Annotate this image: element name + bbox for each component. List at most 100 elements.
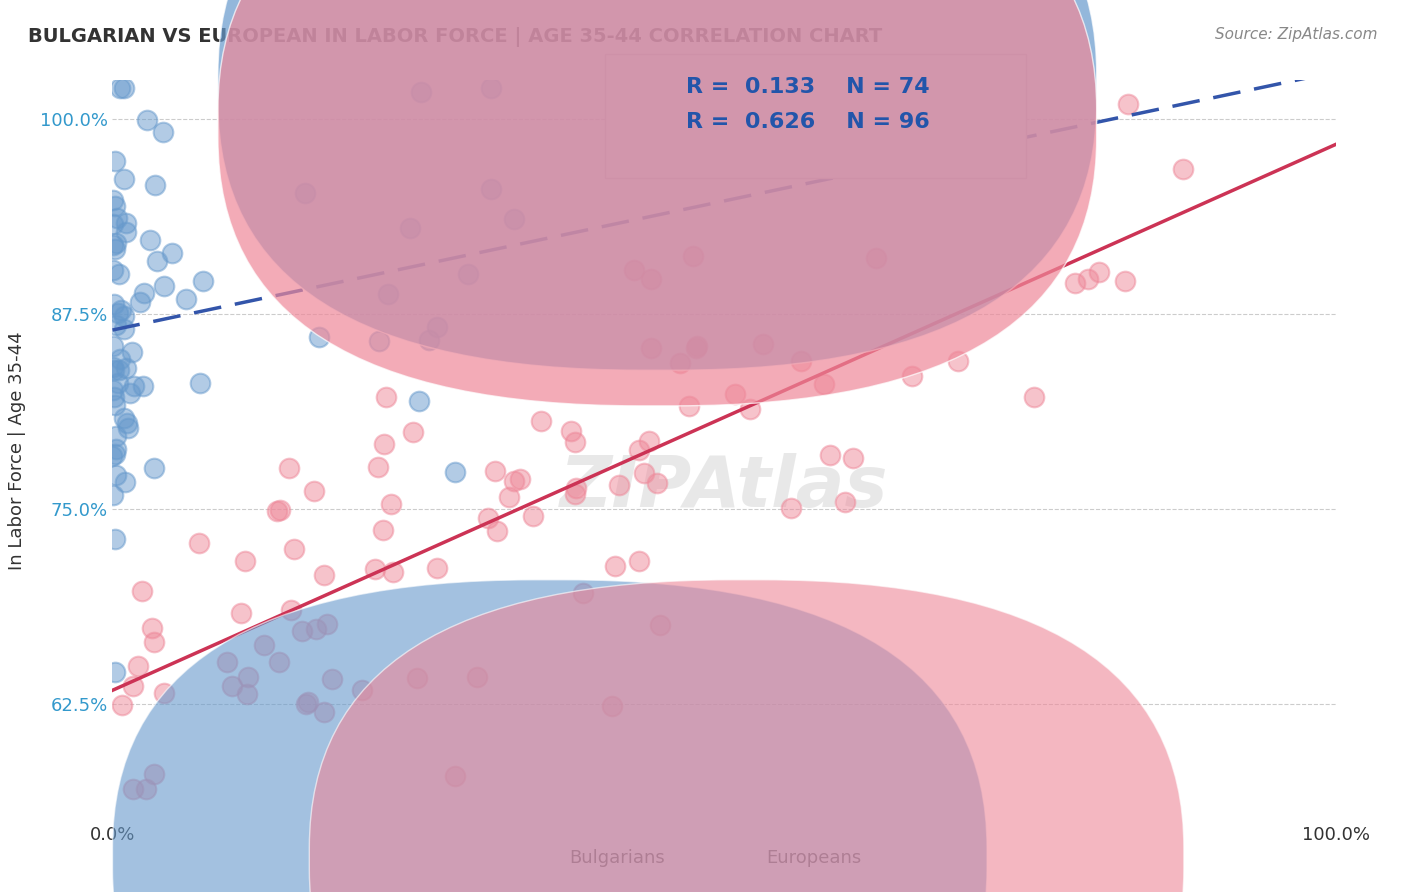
Point bbox=[103, 193, 125, 207]
Point bbox=[101, 217, 124, 231]
Point bbox=[564, 487, 586, 501]
Point bbox=[235, 554, 257, 568]
Point bbox=[648, 618, 671, 632]
Point bbox=[901, 369, 924, 384]
Point bbox=[522, 508, 544, 523]
Point bbox=[135, 113, 157, 128]
Point bbox=[236, 670, 259, 684]
Point bbox=[141, 621, 163, 635]
Point bbox=[160, 246, 183, 260]
Point bbox=[560, 425, 582, 439]
Point bbox=[108, 363, 131, 377]
Point bbox=[101, 339, 124, 353]
Point bbox=[1171, 162, 1194, 177]
Point bbox=[129, 294, 152, 309]
Point bbox=[457, 267, 479, 281]
Point bbox=[380, 497, 402, 511]
Point bbox=[105, 236, 128, 251]
Point bbox=[290, 624, 312, 638]
Point bbox=[103, 363, 125, 377]
Point bbox=[409, 85, 432, 99]
Point bbox=[1024, 390, 1046, 404]
Point bbox=[107, 376, 129, 391]
Point bbox=[115, 216, 138, 230]
Point bbox=[111, 698, 134, 712]
Point bbox=[312, 568, 335, 582]
Point bbox=[645, 475, 668, 490]
Point bbox=[283, 541, 305, 556]
Point bbox=[572, 586, 595, 600]
Text: Source: ZipAtlas.com: Source: ZipAtlas.com bbox=[1215, 27, 1378, 42]
Point bbox=[103, 297, 125, 311]
Point bbox=[426, 319, 449, 334]
Point bbox=[103, 390, 125, 404]
Point bbox=[115, 361, 138, 376]
Point bbox=[280, 603, 302, 617]
Point bbox=[738, 402, 761, 417]
Point bbox=[479, 182, 502, 196]
Point bbox=[367, 460, 389, 475]
Point bbox=[375, 390, 398, 404]
Point bbox=[269, 503, 291, 517]
Point bbox=[418, 333, 440, 347]
Point bbox=[713, 153, 735, 167]
Point bbox=[153, 279, 176, 293]
Point bbox=[367, 334, 389, 348]
Point bbox=[101, 450, 124, 464]
Point bbox=[193, 274, 215, 288]
Point bbox=[373, 436, 395, 450]
Point bbox=[312, 706, 335, 720]
Point bbox=[382, 565, 405, 579]
Point bbox=[108, 267, 131, 281]
Point bbox=[112, 322, 135, 336]
Point bbox=[152, 125, 174, 139]
Point bbox=[142, 635, 165, 649]
Text: R =  0.133    N = 74: R = 0.133 N = 74 bbox=[686, 77, 929, 96]
Point bbox=[484, 464, 506, 478]
Point bbox=[678, 400, 700, 414]
Point bbox=[142, 767, 165, 781]
Point bbox=[221, 679, 243, 693]
Point bbox=[637, 434, 659, 448]
Point bbox=[1088, 264, 1111, 278]
Point bbox=[235, 687, 257, 701]
Point bbox=[668, 356, 690, 370]
Point bbox=[132, 378, 155, 392]
Point bbox=[640, 341, 662, 355]
Point bbox=[112, 81, 135, 95]
Point bbox=[1114, 273, 1136, 287]
Point bbox=[465, 670, 488, 684]
Point bbox=[865, 251, 887, 265]
Point bbox=[131, 583, 153, 598]
Point bbox=[104, 154, 127, 169]
Point bbox=[122, 782, 145, 797]
Point bbox=[502, 211, 524, 226]
Point bbox=[633, 466, 655, 480]
Point bbox=[607, 478, 630, 492]
Point bbox=[117, 421, 139, 435]
Point bbox=[364, 562, 387, 576]
Point bbox=[302, 483, 325, 498]
Point bbox=[104, 442, 127, 457]
Point bbox=[110, 303, 132, 318]
Point bbox=[790, 354, 813, 368]
Point bbox=[565, 481, 588, 495]
Point bbox=[229, 606, 252, 620]
Point bbox=[101, 488, 124, 502]
Point bbox=[834, 495, 856, 509]
Text: ZIPAtlas: ZIPAtlas bbox=[560, 453, 889, 522]
Point bbox=[253, 638, 276, 652]
Point bbox=[104, 533, 127, 547]
Point bbox=[444, 769, 467, 783]
Point bbox=[104, 447, 127, 461]
Point bbox=[174, 292, 197, 306]
Point bbox=[120, 386, 142, 401]
Point bbox=[752, 336, 775, 351]
Point bbox=[948, 353, 970, 368]
Point bbox=[1064, 276, 1087, 290]
Point bbox=[623, 263, 645, 277]
Point bbox=[105, 318, 128, 332]
Point bbox=[408, 393, 430, 408]
Point bbox=[104, 398, 127, 412]
Point bbox=[127, 659, 149, 673]
